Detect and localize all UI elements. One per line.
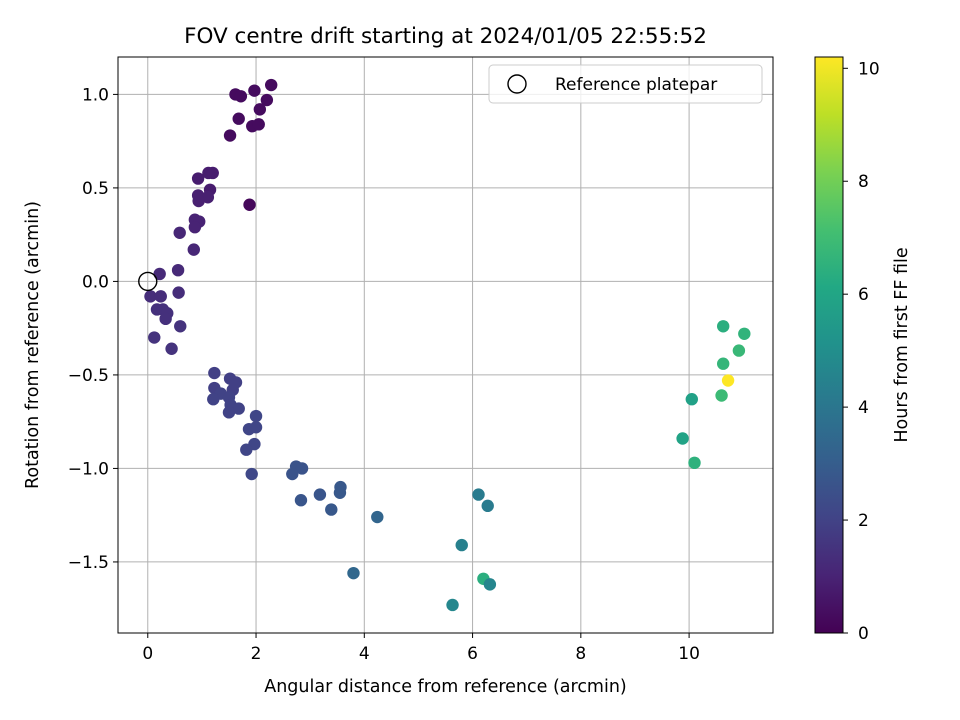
data-point <box>688 456 701 470</box>
data-point <box>173 226 186 239</box>
data-point <box>232 112 245 125</box>
data-point <box>191 172 205 185</box>
x-tick-label: 4 <box>359 644 370 664</box>
data-point <box>483 578 497 591</box>
x-axis-label: Angular distance from reference (arcmin) <box>264 677 627 697</box>
data-point <box>715 389 728 402</box>
data-point <box>333 486 347 499</box>
colorbar-ticks: 0 2 4 6 8 10 <box>843 59 880 644</box>
data-point <box>732 344 746 357</box>
data-point <box>153 267 166 281</box>
colorbar: 0 2 4 6 8 10 Hours from first FF file <box>814 56 912 644</box>
colorbar-tick-label: 0 <box>858 624 869 644</box>
data-point <box>260 93 274 107</box>
colorbar-frame <box>814 56 844 634</box>
data-point <box>232 402 245 415</box>
colorbar-label: Hours from first FF file <box>892 247 912 442</box>
data-point <box>207 393 220 406</box>
data-point <box>174 320 187 333</box>
legend: Reference platepar <box>488 64 763 104</box>
data-point <box>242 422 256 436</box>
data-point <box>165 342 178 355</box>
data-point <box>716 357 730 370</box>
grid-lines <box>118 57 773 633</box>
x-tick-label: 10 <box>678 644 700 664</box>
data-point <box>253 103 267 116</box>
data-point <box>208 366 221 380</box>
x-axis-ticks: 0 2 4 6 8 10 <box>142 633 700 664</box>
data-point <box>154 290 167 303</box>
data-point <box>171 263 185 277</box>
data-point <box>240 443 253 456</box>
y-tick-label: −0.5 <box>68 366 109 386</box>
data-point <box>223 129 237 142</box>
data-point <box>188 220 202 234</box>
x-tick-label: 6 <box>467 644 478 664</box>
data-point <box>252 118 265 131</box>
data-point <box>286 467 299 481</box>
plot-frame <box>117 56 774 634</box>
data-point <box>148 331 161 344</box>
data-point <box>294 494 308 507</box>
colorbar-gradient <box>815 57 843 633</box>
data-point <box>347 566 360 580</box>
x-tick-label: 2 <box>251 644 262 664</box>
y-tick-label: 1.0 <box>82 85 109 105</box>
data-point <box>676 432 689 445</box>
data-point <box>295 462 309 475</box>
data-point <box>243 198 256 211</box>
colorbar-tick-label: 8 <box>858 172 869 192</box>
y-tick-label: −1.5 <box>68 553 109 573</box>
data-point <box>245 467 258 481</box>
data-point <box>313 488 327 501</box>
data-points <box>144 78 751 612</box>
colorbar-tick-label: 10 <box>858 59 880 79</box>
data-point <box>144 290 157 303</box>
chart-title: FOV centre drift starting at 2024/01/05 … <box>184 24 707 49</box>
data-point <box>234 90 248 103</box>
legend-marker <box>507 74 527 94</box>
y-tick-label: 0.0 <box>82 272 109 292</box>
data-point <box>721 374 735 387</box>
legend-box <box>488 64 763 104</box>
data-point <box>264 78 278 92</box>
y-axis-label: Rotation from reference (arcmin) <box>23 201 43 489</box>
data-point <box>249 409 263 423</box>
data-point <box>248 84 261 97</box>
data-point <box>716 320 730 333</box>
data-point <box>685 393 699 406</box>
data-point <box>222 406 236 419</box>
x-tick-label: 0 <box>142 644 153 664</box>
data-point <box>206 166 219 180</box>
y-tick-label: 0.5 <box>82 179 109 199</box>
colorbar-tick-label: 6 <box>858 285 869 305</box>
colorbar-tick-label: 4 <box>858 398 869 418</box>
data-point <box>481 499 494 513</box>
x-tick-label: 8 <box>575 644 586 664</box>
y-tick-label: −1.0 <box>68 459 109 479</box>
data-point <box>325 503 338 516</box>
colorbar-tick-label: 2 <box>858 511 869 531</box>
data-point <box>455 538 468 552</box>
data-point <box>472 488 485 501</box>
y-axis-ticks: 1.0 0.5 0.0 −0.5 −1.0 −1.5 <box>68 85 118 573</box>
data-point <box>172 286 185 299</box>
data-point <box>192 194 205 208</box>
reference-platepar-marker <box>138 271 158 292</box>
data-point <box>187 243 200 256</box>
data-point <box>371 510 384 524</box>
data-point <box>159 312 172 326</box>
data-point <box>446 598 459 612</box>
legend-entry-reference-platepar: Reference platepar <box>555 75 717 95</box>
data-point <box>738 327 751 340</box>
